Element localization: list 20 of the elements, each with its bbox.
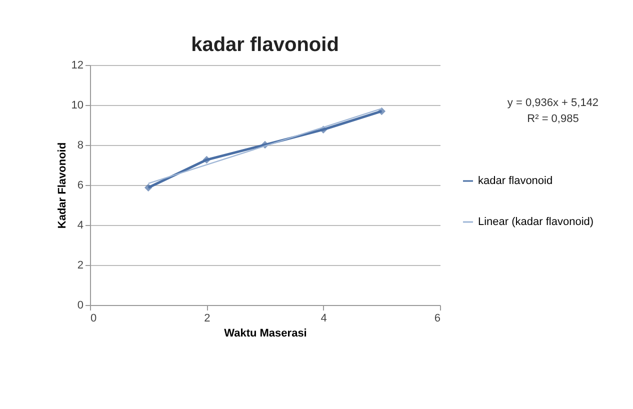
text: y = 0,936x + 5,142 xyxy=(506,96,600,111)
x-tick-label: 0 xyxy=(90,312,97,324)
x-axis-title: Waktu Maserasi xyxy=(224,328,307,340)
y-axis-title: Kadar Flavonoid xyxy=(56,142,68,229)
point xyxy=(202,156,211,164)
legend-label: kadar flavonoid xyxy=(478,175,553,187)
y-tick-label: 4 xyxy=(77,220,84,232)
x-tick-label: 2 xyxy=(204,312,210,324)
point xyxy=(144,184,152,192)
x-tick-label: 4 xyxy=(320,312,327,324)
y-tick-label: 6 xyxy=(77,180,84,192)
y-tick-label: 10 xyxy=(71,100,84,112)
y-tick-label: 0 xyxy=(77,300,84,312)
y-tick-label: 12 xyxy=(71,60,84,72)
text: R² = 0,985 xyxy=(526,112,580,127)
y-tick-label: 8 xyxy=(77,140,84,152)
x-tick-label: 6 xyxy=(434,312,440,324)
y-tick-label: 2 xyxy=(77,260,84,272)
legend-label: Linear (kadar flavonoid) xyxy=(478,216,594,228)
chart-title: kadar flavonoid xyxy=(191,34,339,56)
